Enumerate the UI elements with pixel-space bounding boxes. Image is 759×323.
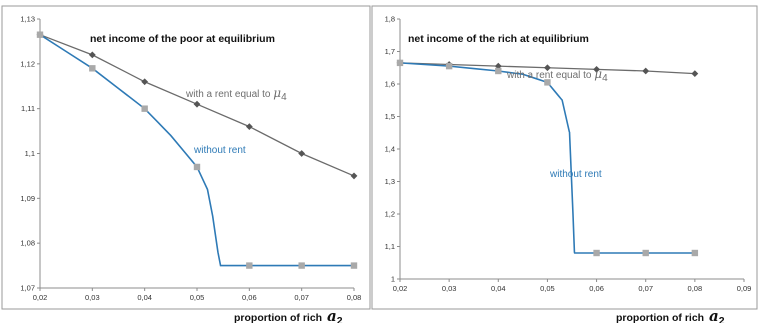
data-point-without-rent — [495, 67, 502, 75]
data-point-with-rent — [350, 172, 358, 180]
data-point-with-rent — [141, 78, 149, 86]
y-tick-label: 1,08 — [20, 239, 35, 248]
series-label-without-rent: without rent — [193, 145, 246, 156]
y-tick-label: 1,7 — [385, 47, 395, 56]
left-chart-frame — [1, 5, 371, 310]
data-point-without-rent — [141, 105, 148, 112]
x-axis-label: proportion of rich a2 — [234, 307, 343, 323]
data-point-with-rent — [691, 70, 699, 77]
x-tick-label: 0,03 — [442, 284, 457, 293]
data-point-without-rent — [642, 249, 649, 257]
series-line-without-rent — [39, 34, 354, 267]
x-tick-label: 0,06 — [242, 293, 257, 302]
chart-title: net income of the rich at equilibrium — [408, 33, 589, 45]
data-point-without-rent — [89, 65, 96, 72]
y-tick-label: 1,07 — [20, 284, 35, 293]
x-tick-label: 0,07 — [638, 284, 653, 293]
series-label-with-rent: with a rent equal to μ4 — [506, 67, 608, 84]
x-tick-label: 0,02 — [33, 293, 48, 302]
data-point-without-rent — [298, 262, 305, 269]
x-tick-label: 0,02 — [393, 284, 408, 293]
y-tick-label: 1,6 — [385, 80, 395, 89]
x-tick-label: 0,03 — [85, 293, 100, 302]
series-label-without-rent: without rent — [549, 169, 602, 180]
y-tick-label: 1,3 — [385, 177, 395, 186]
y-tick-label: 1,13 — [20, 15, 35, 24]
x-tick-label: 0,05 — [190, 293, 205, 302]
y-tick-label: 1,09 — [20, 194, 35, 203]
x-tick-label: 0,04 — [137, 293, 152, 302]
data-point-with-rent — [88, 51, 96, 59]
x-tick-label: 0,07 — [294, 293, 309, 302]
data-point-without-rent — [396, 59, 404, 67]
x-tick-label: 0,09 — [737, 284, 752, 293]
data-point-without-rent — [544, 79, 551, 86]
data-point-with-rent — [544, 64, 551, 72]
x-axis-label: proportion of rich a2 — [616, 307, 725, 323]
y-tick-label: 1,5 — [385, 112, 395, 121]
x-tick-label: 0,08 — [688, 284, 703, 293]
data-point-with-rent — [193, 100, 201, 108]
y-tick-label: 1,1 — [385, 242, 395, 251]
x-tick-label: 0,04 — [491, 284, 506, 293]
data-point-with-rent — [642, 67, 650, 75]
data-point-with-rent — [298, 150, 306, 157]
y-tick-label: 1 — [391, 275, 395, 284]
y-tick-label: 1,12 — [20, 59, 35, 68]
data-point-with-rent — [593, 65, 600, 73]
data-point-without-rent — [36, 31, 44, 38]
chart-title: net income of the poor at equilibrium — [90, 33, 275, 45]
chart-rich-income: 0,02 0,03 0,04 0,05 0,06 0,07 0,08 0,09 1 1,1 1,2 1… — [385, 15, 752, 323]
data-point-without-rent — [193, 163, 201, 171]
data-point-without-rent — [350, 262, 358, 269]
x-tick-label: 0,06 — [589, 284, 604, 293]
chart-poor-income: 0,02 0,03 0,04 0,05 0,06 0,07 0,08 1,07 1,08 1,09… — [20, 15, 361, 323]
x-tick-label: 0,08 — [347, 293, 362, 302]
data-point-without-rent — [593, 249, 600, 257]
data-point-with-rent — [494, 62, 502, 70]
x-tick-label: 0,05 — [540, 284, 555, 293]
y-tick-label: 1,11 — [21, 104, 35, 113]
y-tick-label: 1,8 — [385, 15, 395, 24]
data-point-without-rent — [445, 62, 453, 70]
y-tick-label: 1,4 — [385, 145, 395, 154]
data-point-with-rent — [245, 123, 253, 130]
data-point-without-rent — [246, 262, 253, 269]
data-point-without-rent — [691, 249, 699, 257]
series-label-with-rent: with a rent equal to μ4 — [185, 86, 287, 103]
right-chart-frame — [371, 5, 758, 310]
y-tick-label: 1,2 — [385, 210, 395, 219]
series-line-without-rent — [399, 62, 695, 254]
y-tick-label: 1,1 — [25, 149, 35, 158]
